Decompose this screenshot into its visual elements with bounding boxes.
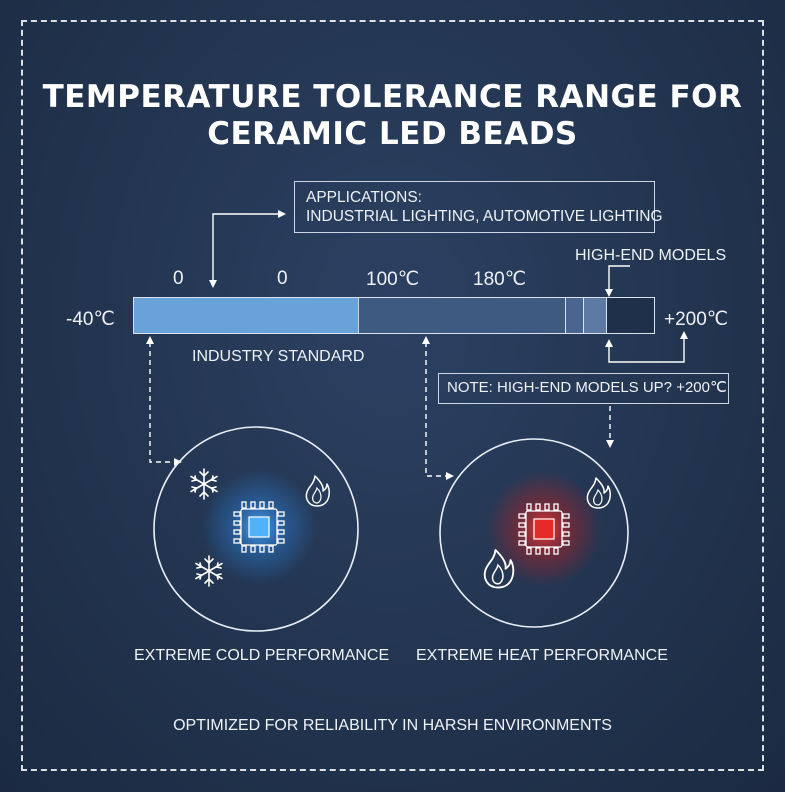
arrow-icon: [174, 458, 182, 466]
high-end-bracket: [605, 265, 688, 363]
title-line-2: CERAMIC LED BEADS: [207, 116, 578, 152]
temperature-range-bar: [133, 297, 655, 334]
industry-standard-segment: [134, 298, 358, 333]
note-box: NOTE: HIGH-END MODELS UP? +200℃: [438, 373, 729, 404]
tick-label-100: 100℃: [366, 269, 420, 290]
heat-panel-circle: [439, 438, 629, 628]
footer-tagline: OPTIMIZED FOR RELIABILITY IN HARSH ENVIR…: [173, 717, 612, 734]
heat-connector: [425, 342, 448, 477]
extended-segment-b: [583, 298, 606, 333]
chip-icon: [518, 503, 570, 555]
tick-label-0a: 0: [173, 268, 184, 289]
arrow-icon: [605, 339, 613, 347]
high-temp-segment: [358, 298, 565, 333]
min-temp-label: -40℃: [66, 309, 115, 330]
arrow-icon: [422, 336, 430, 344]
cold-panel-circle: [153, 426, 359, 632]
arrow-icon: [209, 280, 217, 288]
cold-panel: [153, 426, 359, 632]
arrow-icon: [446, 472, 454, 480]
dashed-frame: [21, 20, 764, 771]
applications-connector: [209, 210, 286, 288]
arrow-icon: [680, 331, 688, 339]
applications-heading: APPLICATIONS:: [306, 189, 422, 206]
high-end-segment: [606, 298, 654, 333]
chip-icon: [233, 501, 285, 553]
arrow-icon: [605, 289, 613, 297]
applications-box: APPLICATIONS: INDUSTRIAL LIGHTING, AUTOM…: [294, 181, 663, 233]
cold-caption: EXTREME COLD PERFORMANCE: [134, 647, 390, 664]
heat-caption: EXTREME HEAT PERFORMANCE: [416, 647, 668, 664]
tick-label-0b: 0: [277, 268, 288, 289]
arrow-icon: [278, 210, 286, 218]
extended-segment-a: [565, 298, 583, 333]
applications-list: INDUSTRIAL LIGHTING, AUTOMOTIVE LIGHTING: [306, 208, 663, 225]
arrow-icon: [146, 336, 154, 344]
arrow-icon: [606, 440, 614, 448]
cold-connector: [149, 342, 176, 463]
heat-panel: [439, 438, 629, 628]
tick-label-180: 180℃: [473, 269, 527, 290]
title-line-1: TEMPERATURE TOLERANCE RANGE FOR: [42, 79, 743, 115]
max-temp-label: +200℃: [664, 309, 729, 330]
high-end-models-label: HIGH-END MODELS: [575, 247, 727, 264]
industry-standard-label: INDUSTRY STANDARD: [192, 348, 365, 365]
